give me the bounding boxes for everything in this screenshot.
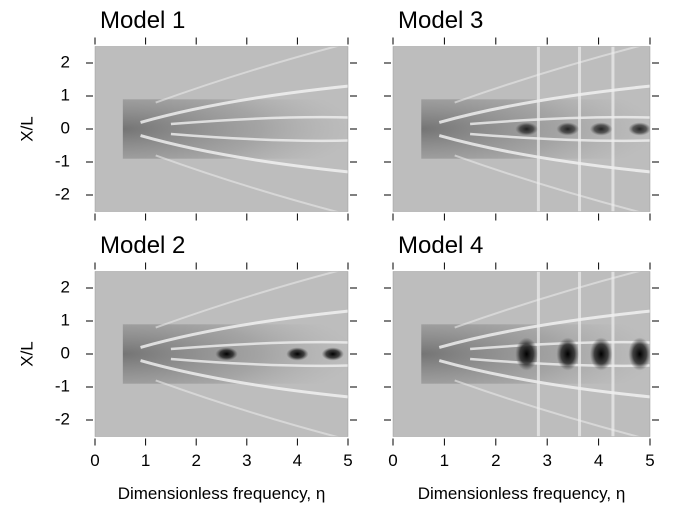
y-tick-label: -2: [55, 184, 70, 203]
image-stripe: [536, 46, 540, 212]
x-axis-label: Dimensionless frequency, η: [118, 484, 326, 503]
image-streak: [155, 154, 340, 212]
image-stripe: [536, 271, 540, 437]
y-axis-label: X/L: [17, 341, 36, 367]
image-streak: [155, 379, 340, 437]
image-streak: [438, 134, 650, 174]
field-image: [95, 271, 348, 437]
plot-frame: [94, 46, 349, 212]
image-spot: [215, 347, 238, 361]
field-image: [95, 46, 348, 212]
y-tick-label: 2: [61, 277, 70, 296]
image-streak: [438, 309, 650, 349]
field-image: [393, 46, 650, 212]
image-streak: [140, 134, 348, 174]
y-tick-label: 0: [61, 118, 70, 137]
y-tick-label: 1: [61, 310, 70, 329]
image-stripe: [578, 271, 582, 437]
image-stripe: [611, 271, 615, 437]
image-stripe: [611, 46, 615, 212]
x-tick-label: 4: [594, 451, 603, 470]
image-streak: [454, 154, 642, 212]
y-tick-label: -1: [55, 376, 70, 395]
x-tick-label: 0: [388, 451, 397, 470]
image-streak: [140, 309, 348, 349]
x-tick-label: 0: [90, 451, 99, 470]
y-tick-label: -1: [55, 151, 70, 170]
image-streak: [170, 340, 348, 351]
image-streak: [140, 359, 348, 399]
x-tick-label: 2: [491, 451, 500, 470]
panel-title: Model 2: [100, 232, 185, 259]
image-streak: [170, 115, 348, 126]
image-streak: [140, 84, 348, 124]
image-streak: [170, 357, 348, 368]
y-tick-label: 0: [61, 343, 70, 362]
image-blob: [122, 99, 348, 159]
image-spot: [286, 347, 309, 361]
image-spot: [589, 337, 613, 371]
x-tick-label: 3: [542, 451, 551, 470]
x-tick-label: 5: [343, 451, 352, 470]
image-spot: [589, 122, 613, 136]
image-streak: [454, 271, 642, 329]
x-tick-label: 1: [440, 451, 449, 470]
image-stripe: [578, 46, 582, 212]
image-spot: [556, 337, 580, 371]
image-streak: [438, 84, 650, 124]
image-spot: [628, 122, 650, 136]
panel-title: Model 1: [100, 7, 185, 34]
y-tick-label: -2: [55, 409, 70, 428]
field-image: [393, 271, 650, 437]
image-streak: [454, 379, 642, 437]
panel-title: Model 4: [398, 232, 483, 259]
image-spot: [628, 337, 650, 371]
image-blob: [122, 324, 348, 384]
image-streak: [170, 132, 348, 143]
x-tick-label: 5: [645, 451, 654, 470]
image-streak: [438, 359, 650, 399]
x-axis-label: Dimensionless frequency, η: [418, 484, 626, 503]
x-tick-label: 4: [293, 451, 302, 470]
image-streak: [454, 46, 642, 104]
image-streak: [470, 132, 650, 143]
plot-frame: [94, 271, 349, 437]
image-streak: [155, 46, 340, 104]
x-tick-label: 2: [191, 451, 200, 470]
y-axis-label: X/L: [17, 116, 36, 142]
x-tick-label: 3: [242, 451, 251, 470]
image-streak: [470, 115, 650, 126]
plot-frame: [392, 271, 651, 437]
y-tick-label: 1: [61, 85, 70, 104]
x-tick-label: 1: [141, 451, 150, 470]
plot-frame: [392, 46, 651, 212]
panel-title: Model 3: [398, 7, 483, 34]
image-spot: [321, 347, 344, 361]
image-spot: [515, 337, 538, 371]
y-tick-label: 2: [61, 52, 70, 71]
image-spot: [556, 122, 580, 136]
image-streak: [155, 271, 340, 329]
image-spot: [515, 122, 538, 136]
